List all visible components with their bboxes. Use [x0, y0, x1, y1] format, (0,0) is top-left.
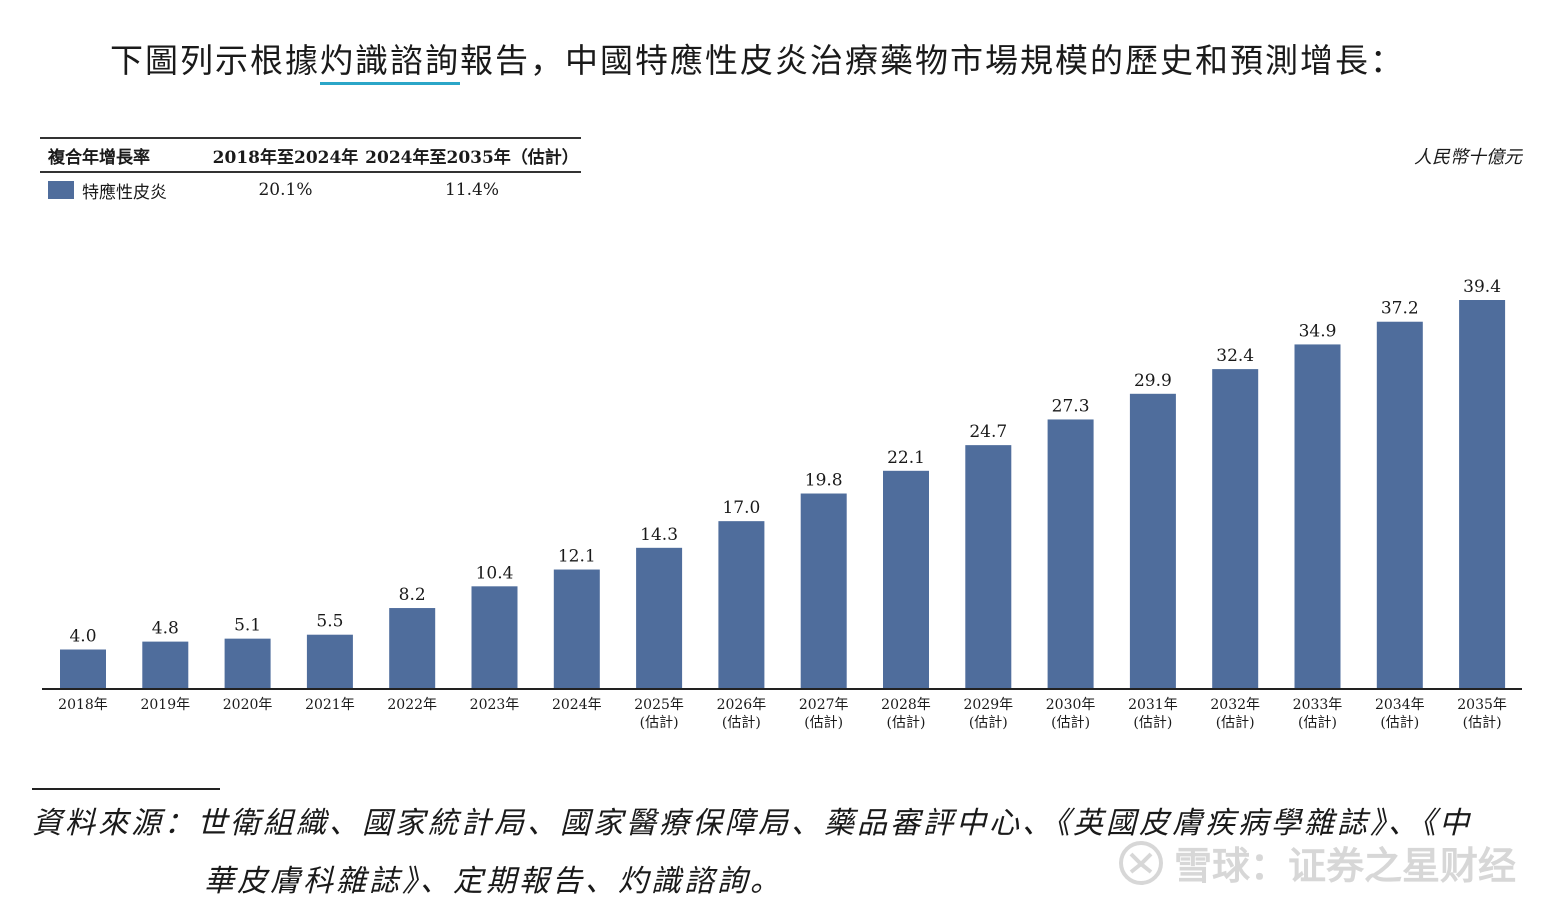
cagr-header-period2: 2024年至2035年（估計）	[365, 147, 579, 168]
cagr-series-row: 特應性皮炎 20.1% 11.4%	[40, 173, 581, 207]
x-tick-label: 2031年	[1128, 697, 1178, 713]
x-tick-estimate-label: (估計)	[804, 715, 843, 731]
x-tick-estimate-label: (估計)	[640, 715, 679, 731]
data-label: 27.3	[1052, 396, 1090, 416]
data-label: 24.7	[969, 422, 1007, 442]
unit-label: 人民幣十億元	[1414, 147, 1522, 168]
source-line-1: 資料來源：世衛組織、國家統計局、國家醫療保障局、藥品審評中心、《英國皮膚疾病學雜…	[32, 806, 1472, 841]
data-label: 22.1	[887, 448, 925, 468]
bar-2030年	[1047, 419, 1094, 689]
bar-2025年	[636, 547, 683, 689]
x-tick-estimate-label: (估計)	[1298, 715, 1337, 731]
x-tick-label: 2022年	[387, 697, 437, 713]
bar-2019年	[142, 641, 189, 689]
x-tick-estimate-label: (估計)	[969, 715, 1008, 731]
data-label: 14.3	[640, 525, 678, 545]
bar-chart: 4.0 2018年 4.8 2019年 5.1 2020年 5.5 2021年 8.2 2022年…	[42, 277, 1522, 731]
legend-swatch	[48, 181, 74, 199]
bar-2027年	[800, 493, 847, 689]
x-tick-estimate-label: (估計)	[1051, 715, 1090, 731]
legend-entry: 特應性皮炎	[40, 178, 208, 203]
bar-2023年	[471, 586, 518, 689]
data-label: 19.8	[805, 471, 843, 491]
x-tick-estimate-label: (估計)	[1463, 715, 1502, 731]
x-tick-label: 2023年	[470, 697, 520, 713]
x-tick-label: 2029年	[963, 697, 1013, 713]
x-tick-label: 2035年	[1457, 697, 1507, 713]
cagr-header-label: 複合年增長率	[48, 147, 150, 168]
bar-2029年	[965, 445, 1012, 689]
cagr-value-period2: 11.4%	[444, 180, 499, 200]
intro-text: 下圖列示根據灼識諮詢報告，中國特應性皮炎治療藥物市場規模的歷史和預測增長：	[110, 34, 1540, 85]
x-tick-label: 2018年	[58, 697, 108, 713]
bar-2034年	[1376, 321, 1423, 689]
cagr-header-row: 複合年增長率 2018年至2024年 2024年至2035年（估計）	[40, 139, 581, 173]
bar-2018年	[60, 649, 106, 689]
watermark: 雪球：证券之星财经	[1118, 835, 1516, 890]
x-tick-label: 2033年	[1293, 697, 1343, 713]
x-tick-label: 2020年	[223, 697, 273, 713]
data-label: 32.4	[1216, 346, 1254, 366]
data-label: 4.0	[69, 627, 96, 647]
intro-before: 下圖列示根據	[110, 41, 320, 80]
bar-2026年	[718, 521, 765, 689]
source-note: 資料來源：世衛組織、國家統計局、國家醫療保障局、藥品審評中心、《英國皮膚疾病學雜…	[32, 786, 1560, 906]
snowball-logo-icon	[1118, 840, 1163, 885]
data-label: 39.4	[1463, 277, 1501, 297]
x-tick-estimate-label: (估計)	[1133, 715, 1172, 731]
x-tick-label: 2028年	[881, 697, 931, 713]
bar-2032年	[1212, 369, 1259, 689]
x-tick-label: 2034年	[1375, 697, 1425, 713]
data-label: 34.9	[1299, 321, 1337, 341]
x-tick-label: 2030年	[1046, 697, 1096, 713]
watermark-text: 雪球：证券之星财经	[1173, 844, 1516, 888]
data-label: 12.1	[558, 547, 596, 567]
legend-label: 特應性皮炎	[82, 182, 167, 203]
bar-2028年	[883, 470, 929, 689]
x-tick-estimate-label: (估計)	[722, 715, 761, 731]
intro-highlight-link[interactable]: 灼識諮詢	[320, 41, 460, 85]
x-tick-label: 2027年	[799, 697, 849, 713]
x-tick-label: 2019年	[140, 697, 190, 713]
data-label: 10.4	[476, 563, 514, 583]
data-label: 8.2	[399, 585, 426, 605]
bar-2022年	[389, 608, 436, 689]
bar-2031年	[1129, 393, 1176, 689]
bar-2020年	[224, 638, 271, 689]
bar-2035年	[1459, 300, 1506, 689]
x-tick-estimate-label: (估計)	[1216, 715, 1255, 731]
x-tick-label: 2026年	[717, 697, 767, 713]
bar-2033年	[1294, 344, 1341, 689]
data-label: 4.8	[152, 619, 179, 639]
x-tick-label: 2032年	[1210, 697, 1260, 713]
cagr-value-period1: 20.1%	[258, 180, 313, 200]
data-label: 5.1	[234, 616, 261, 636]
x-tick-label: 2021年	[305, 697, 355, 713]
bar-2024年	[553, 569, 600, 689]
x-tick-label: 2025年	[634, 697, 684, 713]
data-label: 37.2	[1381, 299, 1419, 319]
x-tick-label: 2024年	[552, 697, 602, 713]
data-label: 29.9	[1134, 371, 1172, 391]
data-label: 17.0	[722, 498, 760, 518]
x-tick-estimate-label: (估計)	[887, 715, 926, 731]
data-label: 5.5	[316, 612, 343, 632]
bar-2021年	[306, 634, 353, 689]
x-tick-estimate-label: (估計)	[1380, 715, 1419, 731]
cagr-header-period1: 2018年至2024年	[212, 147, 359, 168]
source-line-2: 華皮膚科雜誌》、定期報告、灼識諮詢。	[204, 864, 783, 899]
intro-after: 報告，中國特應性皮炎治療藥物市場規模的歷史和預測增長：	[460, 41, 1405, 80]
cagr-legend-table: 複合年增長率 2018年至2024年 2024年至2035年（估計） 特應性皮炎…	[40, 137, 581, 207]
